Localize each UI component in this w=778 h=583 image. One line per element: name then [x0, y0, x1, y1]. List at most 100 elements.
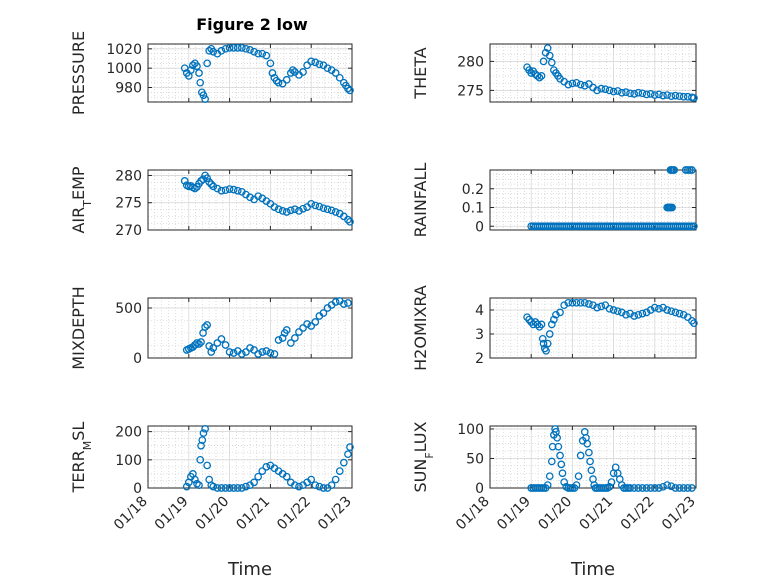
data-point	[538, 334, 547, 343]
subplot-1: 980 1000 1020 PRESSURE	[69, 31, 354, 115]
data-point	[196, 78, 205, 87]
data-point	[205, 46, 214, 55]
data-point	[613, 87, 622, 95]
data-point	[274, 336, 283, 344]
x-tick-label: 01/18	[111, 494, 151, 534]
data-point	[554, 442, 563, 451]
data-point	[671, 308, 680, 317]
series-markers	[527, 166, 698, 231]
data-point	[258, 467, 267, 475]
data-point	[690, 94, 698, 102]
data-point	[626, 484, 634, 492]
series-markers	[180, 44, 354, 103]
data-point	[199, 91, 208, 100]
data-point	[667, 92, 676, 101]
y-tick-label: 100	[457, 422, 484, 438]
x-axis-label: Time	[570, 559, 615, 580]
data-point	[642, 90, 651, 99]
data-point	[274, 205, 283, 214]
data-point	[295, 328, 303, 336]
data-point	[270, 203, 279, 211]
data-point	[605, 304, 614, 313]
data-point	[286, 206, 295, 215]
y-tick-label: 980	[115, 81, 142, 97]
data-point	[609, 87, 618, 96]
series-markers	[523, 298, 698, 355]
data-point	[229, 44, 238, 52]
subplot-7: 0 100 200 01/18 01/19 01/20 01/21 01/22 01/23 TER…	[69, 422, 355, 580]
data-point	[597, 84, 606, 93]
data-point	[209, 47, 218, 56]
y-axis-label: SUNFLUX	[411, 421, 436, 492]
x-axis-label: Time	[227, 559, 272, 580]
data-point	[659, 303, 667, 312]
y-axis-label: TERRMSL	[69, 422, 94, 494]
data-point	[601, 301, 610, 310]
data-point	[250, 478, 258, 487]
data-point	[675, 484, 684, 492]
data-point	[344, 299, 352, 307]
data-point	[213, 339, 222, 347]
data-point	[670, 166, 679, 174]
data-point	[196, 455, 205, 464]
data-point	[552, 310, 560, 319]
data-point	[246, 45, 254, 54]
data-point	[303, 61, 311, 70]
data-point	[199, 429, 208, 437]
data-point	[246, 193, 254, 202]
data-point	[568, 298, 577, 307]
data-point	[564, 298, 573, 307]
data-point	[291, 334, 299, 342]
data-point	[576, 451, 585, 460]
data-point	[545, 51, 554, 60]
y-tick-label: 2	[475, 351, 484, 367]
data-point	[209, 344, 218, 352]
y-tick-label: 270	[115, 223, 142, 239]
data-point	[217, 186, 226, 195]
data-point	[671, 484, 680, 492]
data-point	[650, 484, 659, 492]
data-point	[597, 302, 606, 311]
data-point	[254, 472, 263, 481]
data-point	[270, 350, 279, 358]
data-point	[221, 44, 230, 53]
y-tick-label: 0.1	[462, 201, 484, 217]
data-point	[663, 91, 672, 99]
data-point	[655, 304, 663, 313]
data-point	[558, 469, 567, 478]
data-point	[626, 309, 634, 318]
data-point	[323, 205, 332, 214]
data-point	[217, 335, 226, 343]
data-point	[533, 72, 542, 80]
data-point	[191, 475, 199, 484]
data-point	[556, 451, 564, 460]
y-axis-label: THETA	[411, 47, 430, 99]
data-point	[198, 436, 207, 444]
data-point	[574, 472, 583, 481]
data-point	[303, 320, 311, 328]
data-point	[634, 310, 643, 319]
data-point	[344, 215, 352, 224]
series-markers	[180, 171, 354, 226]
data-point	[246, 344, 254, 352]
data-point	[189, 61, 197, 70]
data-point	[580, 298, 589, 307]
axes-box	[147, 297, 353, 359]
y-tick-label: 1020	[106, 42, 142, 58]
y-tick-label: 3	[475, 327, 484, 343]
data-point	[203, 321, 212, 329]
data-point	[197, 177, 205, 185]
data-point	[286, 339, 295, 347]
data-point	[291, 205, 299, 214]
data-point	[258, 49, 267, 58]
data-point	[646, 484, 655, 492]
data-point	[659, 482, 667, 491]
y-tick-label: 50	[466, 451, 484, 467]
data-point	[553, 433, 562, 442]
data-point	[266, 349, 275, 357]
data-point	[225, 44, 234, 52]
data-point	[542, 346, 550, 355]
subplot-4: 0 0.1 0.2 RAINFALL	[411, 163, 698, 237]
data-point	[564, 80, 573, 89]
